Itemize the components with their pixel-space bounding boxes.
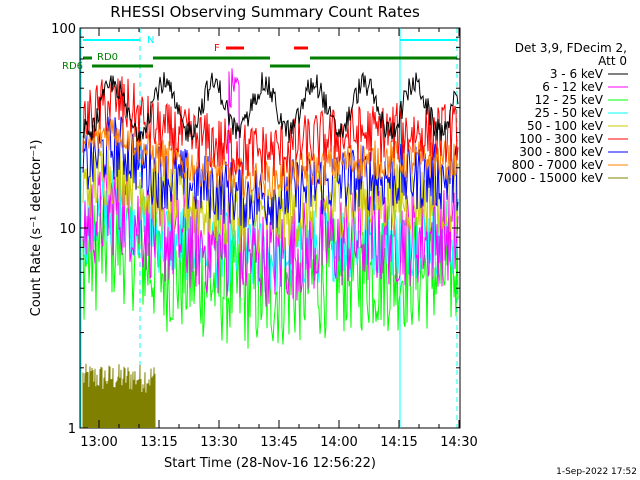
legend-label: 100 - 300 keV	[519, 132, 603, 146]
annotations: N F RD0 RD6	[62, 35, 457, 72]
legend-label: 800 - 7000 keV	[512, 158, 604, 172]
x-tick-label: 13:15	[140, 435, 177, 450]
x-tick-label: 14:30	[440, 435, 477, 450]
night-label: N	[147, 35, 154, 46]
legend-label: 50 - 100 keV	[527, 119, 604, 133]
series-line	[82, 68, 459, 307]
legend-label: 25 - 50 keV	[535, 106, 604, 120]
legend-label: 3 - 6 keV	[550, 67, 604, 81]
legend-header: Det 3,9, FDecim 2,	[515, 41, 627, 55]
y-axis-label: Count Rate (s⁻¹ detector⁻¹)	[29, 140, 44, 317]
series-line	[82, 71, 459, 143]
x-tick-label: 14:00	[320, 435, 357, 450]
x-axis-label: Start Time (28-Nov-16 12:56:22)	[164, 456, 376, 471]
rd0-label: RD0	[97, 52, 118, 63]
x-tick-label: 14:15	[380, 435, 417, 450]
x-tick-label: 13:00	[80, 435, 117, 450]
y-tick-label: 100	[51, 22, 76, 37]
legend-label: 7000 - 15000 keV	[496, 171, 603, 185]
timestamp: 1-Sep-2022 17:52	[556, 467, 637, 477]
series-lines	[82, 68, 459, 429]
y-tick-label: 1	[68, 422, 76, 437]
chart-title: RHESSI Observing Summary Count Rates	[110, 3, 420, 21]
x-tick-label: 13:45	[260, 435, 297, 450]
legend-header: Att 0	[598, 54, 627, 68]
flare-label: F	[214, 43, 220, 54]
series-line	[82, 363, 156, 429]
legend-label: 300 - 800 keV	[519, 145, 603, 159]
legend-label: 6 - 12 keV	[542, 80, 604, 94]
rd6-label: RD6	[62, 61, 83, 72]
y-tick-label: 10	[59, 222, 76, 237]
series-line	[82, 116, 459, 230]
x-axis: 13:00 13:15 13:30 13:45 14:00 14:15 14:30	[80, 28, 478, 450]
series-line	[82, 115, 459, 201]
y-axis: 1 10 100	[51, 22, 460, 437]
x-tick-label: 13:30	[200, 435, 237, 450]
legend-label: 12 - 25 keV	[535, 93, 604, 107]
